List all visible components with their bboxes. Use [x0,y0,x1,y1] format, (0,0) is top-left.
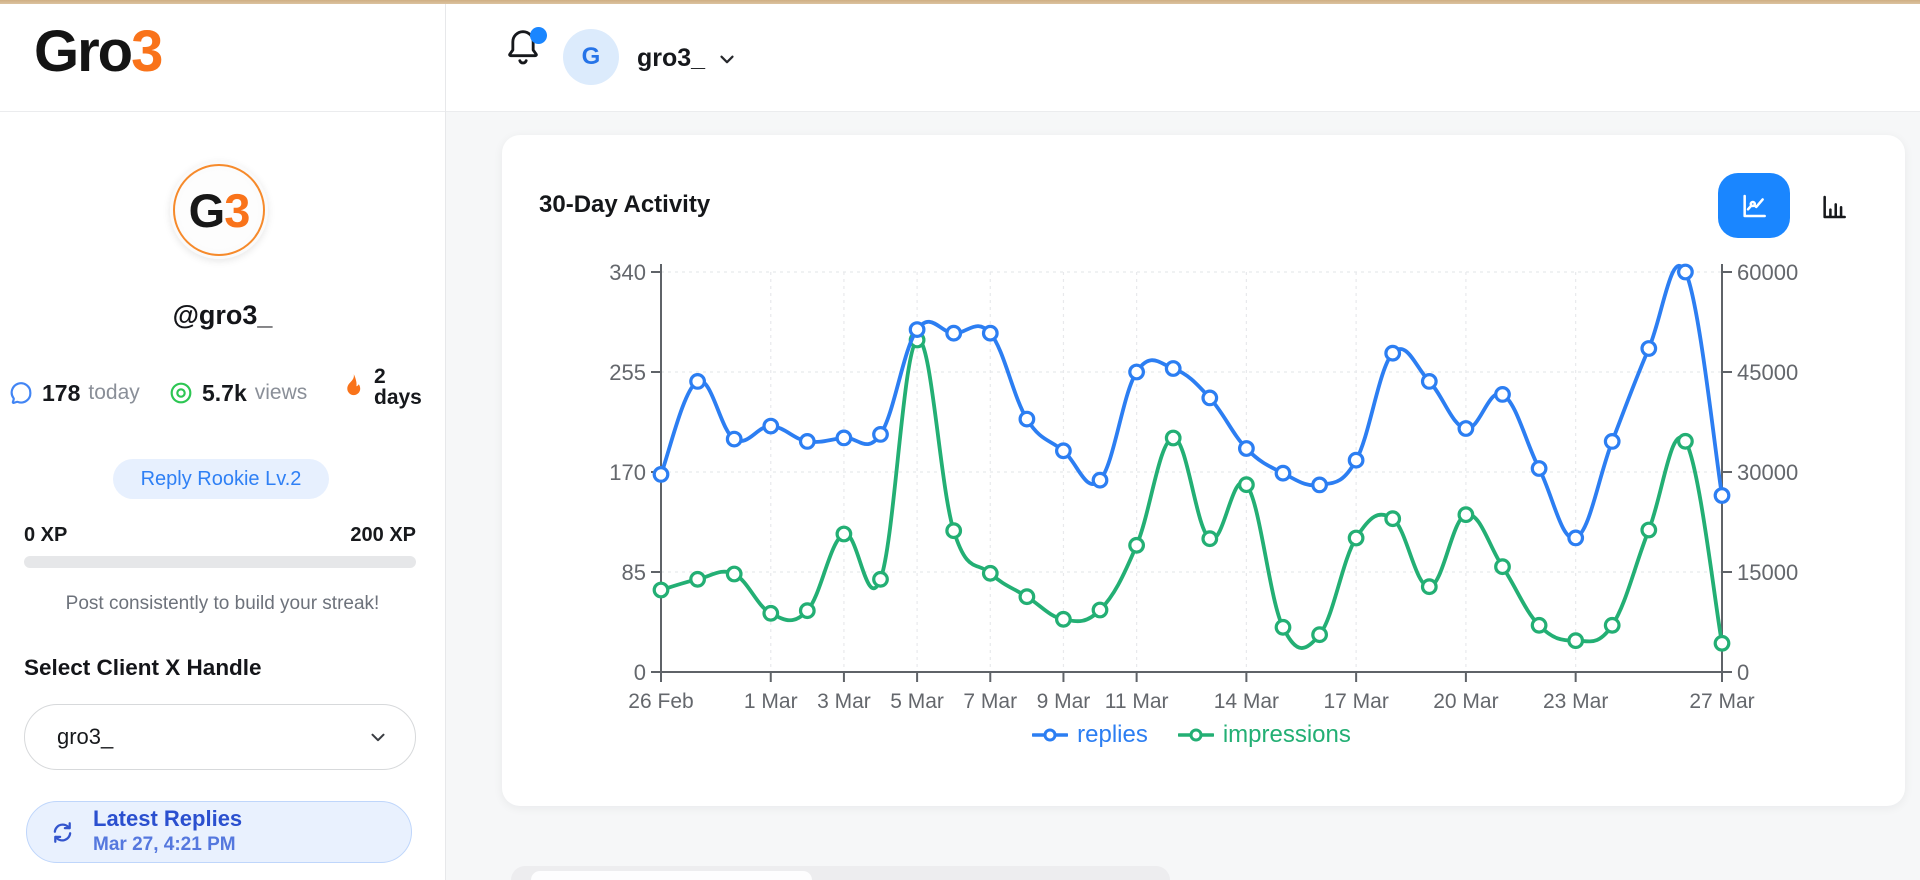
svg-text:170: 170 [609,460,646,485]
topbar: G gro3_ [446,4,1920,112]
streak-hint: Post consistently to build your streak! [65,593,380,614]
xp-max-label: 200 XP [350,524,416,546]
flame-icon [347,374,361,396]
replies-label: today [88,381,140,404]
replies-count: 178 [42,379,81,406]
chart-gridlines [661,271,1722,672]
page-top-accent-strip [0,0,1920,4]
legend-label-impressions: impressions [1222,721,1351,748]
svg-text:27 Mar: 27 Mar [1689,690,1754,713]
svg-text:11 Mar: 11 Mar [1105,690,1169,713]
svg-text:3 Mar: 3 Mar [817,690,871,713]
chart-axes: 0 85 170 255 340 0 15000 30000 45000 60000 26 Feb 1… [609,260,1798,713]
latest-replies-button[interactable]: Latest Replies Mar 27, 4:21 PM [26,801,412,863]
bar-chart-icon [1823,195,1846,219]
svg-text:85: 85 [622,560,646,585]
views-count: 5.7k [202,379,247,406]
streak-count: 2 [374,365,386,388]
chevron-down-icon [371,733,385,742]
select-handle-heading: Select Client X Handle [24,655,262,680]
stat-replies-today: 178 today [8,370,140,416]
legend-label-replies: replies [1077,721,1148,748]
activity-chart: 0 85 170 255 340 0 15000 30000 45000 60000 26 Feb 1… [609,260,1798,713]
sidebar-header: Gro3 [0,4,445,112]
svg-text:20 Mar: 20 Mar [1433,690,1498,713]
notification-dot [530,27,547,44]
svg-text:9 Mar: 9 Mar [1037,690,1091,713]
topbar-username[interactable]: gro3_ [637,44,706,72]
views-label: views [254,381,308,404]
topbar-avatar-initial: G [581,43,601,70]
logo-text: Gro [34,19,133,84]
svg-text:1 Mar: 1 Mar [744,690,798,713]
topbar-avatar[interactable]: G [563,29,619,85]
svg-text:0: 0 [634,660,646,685]
avatar-accent: 3 [224,183,250,237]
app-logo: Gro3 [34,19,163,84]
svg-text:30000: 30000 [1737,460,1798,485]
logo-accent: 3 [131,19,163,84]
legend-marker-impressions [1177,728,1214,742]
svg-text:60000: 60000 [1737,260,1798,285]
svg-text:23 Mar: 23 Mar [1543,690,1608,713]
bottom-card-peek-active-tab[interactable] [531,871,812,880]
activity-card-title: 30-Day Activity [539,191,711,218]
legend-item-impressions[interactable]: impressions [1177,721,1351,749]
main-content: 30-Day Activity 0 85 170 255 340 0 1500 [446,112,1920,880]
activity-card: 30-Day Activity 0 85 170 255 340 0 1500 [502,135,1905,806]
series-impressions [652,331,1731,652]
chart-legend: replies impressions [661,721,1722,749]
legend-item-replies[interactable]: replies [1032,721,1148,749]
svg-text:7 Mar: 7 Mar [963,690,1017,713]
svg-text:255: 255 [609,360,646,385]
svg-text:45000: 45000 [1737,360,1798,385]
stat-streak: 2 days [340,364,422,410]
avatar-initial: G [188,183,226,237]
svg-text:5 Mar: 5 Mar [890,690,944,713]
xp-min-label: 0 XP [24,524,68,546]
bottom-card-peek [511,866,1170,880]
stat-views: 5.7k views [168,370,307,416]
latest-replies-title: Latest Replies [93,806,243,831]
avatar-ring [173,164,265,256]
notifications-button[interactable] [503,26,547,74]
bar-view-button[interactable] [1816,191,1852,223]
line-view-button[interactable] [1718,173,1790,238]
line-chart-icon [1743,194,1766,217]
svg-text:340: 340 [609,260,646,285]
selected-handle: gro3_ [57,724,114,749]
latest-replies-timestamp: Mar 27, 4:21 PM [93,834,236,855]
refresh-icon [53,821,72,843]
level-badge: Reply Rookie Lv.2 [113,459,329,499]
svg-text:0: 0 [1737,660,1749,685]
client-handle-select[interactable]: gro3_ [24,704,416,770]
legend-marker-replies [1032,728,1069,742]
chat-bubble-icon [10,382,32,404]
profile-handle: @gro3_ [172,300,273,330]
user-menu-chevron-icon[interactable] [716,48,738,70]
svg-text:17 Mar: 17 Mar [1323,690,1388,713]
svg-text:26 Feb: 26 Feb [628,690,693,713]
streak-label: days [374,386,422,409]
series-replies [652,263,1731,547]
xp-progress-bar [24,556,416,568]
eye-icon [170,382,192,404]
svg-text:15000: 15000 [1737,560,1798,585]
svg-text:14 Mar: 14 Mar [1214,690,1279,713]
